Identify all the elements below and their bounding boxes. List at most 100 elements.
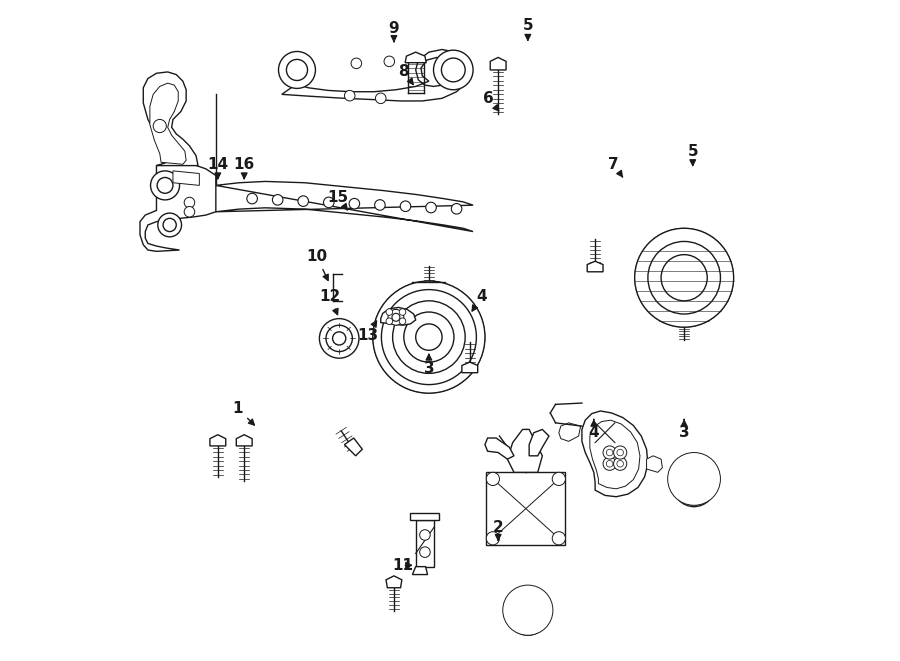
Circle shape (298, 196, 309, 206)
Polygon shape (386, 576, 401, 588)
Circle shape (486, 473, 500, 486)
Circle shape (616, 449, 624, 456)
Circle shape (345, 91, 355, 101)
Circle shape (516, 603, 540, 627)
Circle shape (419, 529, 430, 540)
Circle shape (614, 457, 626, 471)
Text: 10: 10 (306, 249, 328, 280)
Text: 4: 4 (589, 420, 599, 440)
Circle shape (400, 201, 410, 212)
Circle shape (374, 200, 385, 210)
Circle shape (184, 197, 194, 208)
Circle shape (673, 465, 716, 506)
Circle shape (273, 194, 283, 205)
Text: 9: 9 (389, 21, 400, 42)
Circle shape (668, 453, 720, 505)
Circle shape (392, 301, 465, 373)
Bar (486, 473, 565, 545)
Circle shape (326, 325, 353, 352)
Polygon shape (381, 307, 416, 325)
Circle shape (404, 312, 454, 362)
Circle shape (392, 313, 400, 321)
Text: 13: 13 (357, 321, 378, 343)
Text: 14: 14 (207, 157, 229, 178)
Polygon shape (485, 438, 514, 459)
Text: 5: 5 (523, 19, 533, 40)
Circle shape (662, 254, 707, 301)
Polygon shape (590, 420, 640, 488)
Polygon shape (491, 58, 506, 70)
Circle shape (158, 177, 173, 193)
Polygon shape (410, 512, 439, 520)
Polygon shape (462, 362, 478, 373)
Polygon shape (587, 261, 603, 272)
Circle shape (503, 585, 553, 635)
Circle shape (382, 290, 476, 385)
Polygon shape (646, 456, 662, 473)
Circle shape (451, 204, 462, 214)
Circle shape (150, 171, 180, 200)
Circle shape (634, 228, 734, 327)
Text: 3: 3 (679, 420, 689, 440)
Polygon shape (150, 83, 186, 165)
Circle shape (607, 461, 613, 467)
Text: 1: 1 (232, 401, 255, 425)
Polygon shape (582, 411, 648, 496)
Polygon shape (416, 520, 434, 566)
Circle shape (486, 531, 500, 545)
Circle shape (184, 206, 194, 217)
Circle shape (607, 449, 613, 456)
Circle shape (386, 318, 392, 325)
Text: 8: 8 (399, 64, 413, 85)
Polygon shape (143, 72, 198, 166)
Circle shape (616, 461, 624, 467)
Polygon shape (237, 435, 252, 446)
Polygon shape (412, 566, 427, 574)
Polygon shape (405, 52, 427, 63)
Polygon shape (345, 438, 363, 456)
Polygon shape (529, 430, 549, 456)
Polygon shape (282, 50, 470, 101)
Circle shape (278, 52, 315, 89)
Text: 11: 11 (392, 558, 413, 573)
Text: 3: 3 (424, 354, 434, 376)
Text: 5: 5 (688, 143, 698, 165)
Circle shape (373, 281, 485, 393)
Circle shape (400, 318, 406, 325)
Circle shape (158, 213, 182, 237)
Text: 6: 6 (483, 91, 499, 111)
Polygon shape (140, 163, 216, 251)
Text: 12: 12 (320, 289, 340, 315)
Text: 15: 15 (328, 190, 348, 210)
Circle shape (153, 120, 166, 133)
Ellipse shape (183, 182, 196, 201)
Text: 2: 2 (493, 520, 503, 541)
Circle shape (614, 446, 626, 459)
Circle shape (351, 58, 362, 69)
Polygon shape (173, 171, 199, 185)
Circle shape (333, 332, 346, 345)
Circle shape (603, 446, 616, 459)
Circle shape (416, 324, 442, 350)
Circle shape (553, 473, 565, 486)
Circle shape (400, 309, 406, 315)
Circle shape (508, 596, 547, 635)
Text: 4: 4 (472, 289, 487, 311)
Polygon shape (216, 181, 473, 231)
Circle shape (320, 319, 359, 358)
Circle shape (441, 58, 465, 82)
Circle shape (648, 241, 720, 314)
Circle shape (163, 218, 176, 231)
Circle shape (388, 309, 404, 325)
Circle shape (323, 197, 334, 208)
Ellipse shape (664, 260, 678, 268)
Circle shape (434, 50, 473, 90)
Circle shape (426, 202, 436, 213)
Polygon shape (508, 430, 543, 473)
Circle shape (384, 56, 394, 67)
Circle shape (286, 59, 308, 81)
Circle shape (681, 473, 707, 498)
Polygon shape (559, 423, 580, 442)
Circle shape (349, 198, 360, 209)
Circle shape (419, 547, 430, 557)
